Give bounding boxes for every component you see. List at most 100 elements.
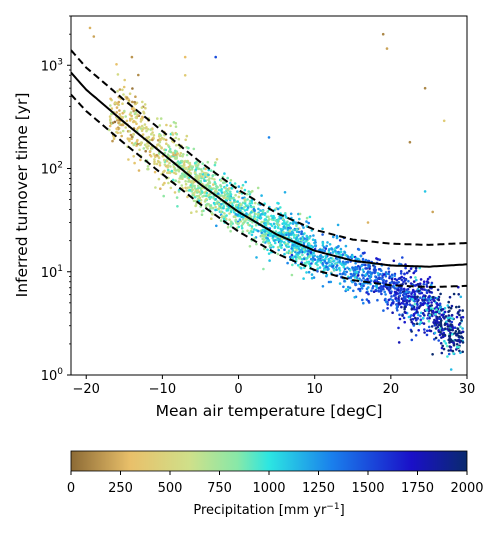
scatter-point [422, 302, 425, 305]
scatter-point [435, 305, 439, 309]
scatter-point [409, 318, 413, 321]
scatter-point [284, 212, 287, 215]
scatter-point [238, 218, 242, 221]
scatter-point [253, 201, 257, 205]
scatter-point [121, 115, 124, 119]
scatter-point [157, 156, 161, 160]
scatter-point [266, 222, 270, 225]
scatter-point [237, 225, 241, 229]
scatter-point [342, 265, 346, 269]
scatter-point [390, 281, 393, 284]
scatter-point [282, 241, 286, 244]
scatter-point [344, 273, 347, 276]
scatter-point [397, 297, 400, 300]
scatter-point [307, 221, 311, 225]
scatter-point [366, 277, 369, 281]
scatter-point [431, 295, 435, 299]
scatter-point [400, 278, 404, 282]
scatter-point [297, 230, 301, 234]
scatter-point [287, 249, 291, 253]
scatter-point [438, 302, 442, 306]
scatter-point [110, 107, 114, 110]
scatter-point [325, 244, 329, 248]
scatter-point [346, 261, 350, 264]
scatter-point [422, 322, 426, 325]
scatter-point [387, 298, 391, 302]
scatter-point [338, 259, 341, 263]
scatter-point [212, 196, 215, 200]
scatter-point [403, 279, 407, 282]
scatter-point [399, 270, 403, 273]
scatter-point [284, 244, 288, 247]
scatter-point [241, 201, 245, 205]
scatter-point [290, 253, 294, 257]
scatter-point [141, 116, 145, 119]
scatter-point [391, 311, 394, 315]
scatter-point [316, 263, 319, 267]
central-fit-line [71, 71, 467, 268]
scatter-point [440, 309, 443, 312]
scatter-point [250, 215, 253, 218]
scatter-point [214, 202, 218, 205]
scatter-point [384, 297, 387, 301]
scatter-point [175, 156, 178, 159]
scatter-point [405, 290, 408, 294]
scatter-point [109, 97, 112, 101]
scatter-point [457, 331, 461, 335]
scatter-point [455, 334, 458, 337]
scatter-point [254, 223, 258, 227]
scatter-point [286, 242, 290, 245]
scatter-point [129, 133, 133, 137]
scatter-point [328, 264, 331, 267]
scatter-point [194, 204, 198, 207]
scatter-point [233, 182, 237, 185]
scatter-point [276, 226, 280, 230]
scatter-point [158, 144, 162, 148]
scatter-point [229, 178, 233, 182]
scatter-point [226, 176, 229, 180]
scatter-point [382, 281, 385, 284]
scatter-point [235, 203, 238, 207]
scatter-point [305, 271, 308, 274]
scatter-point [457, 323, 461, 326]
scatter-point [356, 274, 360, 277]
scatter-point [158, 140, 162, 144]
scatter-point [215, 224, 218, 228]
scatter-point [229, 222, 232, 226]
scatter-point [430, 304, 434, 307]
scatter-point [122, 85, 126, 89]
scatter-point [193, 187, 197, 190]
scatter-point [214, 161, 217, 164]
scatter-point [451, 339, 454, 343]
scatter-point [397, 341, 401, 344]
scatter-point [399, 289, 402, 292]
scatter-point [142, 110, 145, 114]
scatter-point [437, 329, 440, 332]
scatter-point [335, 264, 339, 267]
scatter-point [229, 193, 233, 196]
scatter-point [343, 270, 346, 273]
scatter-point [307, 270, 311, 274]
scatter-point [311, 258, 314, 261]
scatter-point [353, 270, 357, 274]
scatter-point [433, 331, 437, 335]
scatter-point [204, 174, 207, 177]
scatter-point [159, 187, 162, 190]
scatter-point [404, 282, 408, 285]
scatter-point [312, 234, 315, 237]
scatter-point [319, 261, 323, 264]
scatter-point [284, 222, 288, 225]
scatter-point [321, 244, 325, 247]
scatter-point [264, 241, 267, 244]
scatter-point [166, 168, 170, 172]
scatter-point [240, 226, 244, 230]
scatter-point [274, 225, 277, 228]
scatter-point [434, 336, 438, 340]
x-tick-label: 10 [306, 382, 323, 397]
scatter-point [396, 309, 399, 312]
scatter-point [351, 280, 354, 284]
scatter-point [132, 119, 136, 123]
y-tick-label: 103 [41, 57, 63, 74]
scatter-point [267, 241, 271, 245]
scatter-point [131, 100, 134, 104]
